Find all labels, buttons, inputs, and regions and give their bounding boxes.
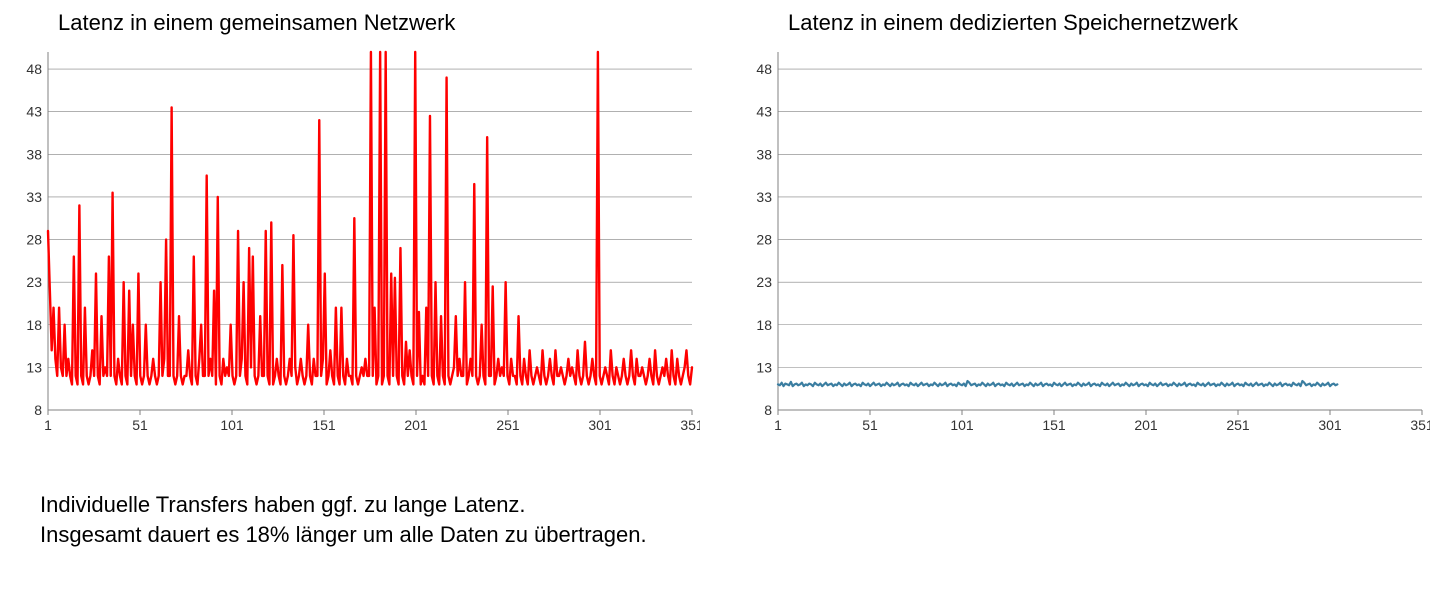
y-tick-label: 18 (26, 317, 42, 333)
chart-right-plot: 81318232833384348151101151201251301351 (730, 40, 1430, 450)
x-tick-label: 1 (44, 417, 52, 433)
x-tick-label: 351 (680, 417, 700, 433)
y-tick-label: 33 (26, 189, 42, 205)
x-tick-label: 251 (1226, 417, 1250, 433)
y-tick-label: 28 (756, 232, 772, 248)
x-tick-label: 201 (404, 417, 428, 433)
caption-line-1: Individuelle Transfers haben ggf. zu lan… (40, 490, 1430, 520)
data-series-line (778, 381, 1337, 386)
y-tick-label: 13 (26, 359, 42, 375)
chart-left-title: Latenz in einem gemeinsamen Netzwerk (0, 10, 700, 36)
y-tick-label: 48 (26, 61, 42, 77)
y-tick-label: 38 (26, 146, 42, 162)
chart-right-title: Latenz in einem dedizierten Speichernetz… (730, 10, 1430, 36)
x-tick-label: 301 (1318, 417, 1342, 433)
y-tick-label: 43 (756, 104, 772, 120)
x-tick-label: 201 (1134, 417, 1158, 433)
x-tick-label: 301 (588, 417, 612, 433)
caption-block: Individuelle Transfers haben ggf. zu lan… (0, 450, 1430, 549)
x-tick-label: 351 (1410, 417, 1430, 433)
y-tick-label: 23 (26, 274, 42, 290)
x-tick-label: 151 (1042, 417, 1066, 433)
chart-dedicated-network: Latenz in einem dedizierten Speichernetz… (730, 10, 1430, 450)
x-tick-label: 51 (862, 417, 878, 433)
y-tick-label: 48 (756, 61, 772, 77)
y-tick-label: 13 (756, 359, 772, 375)
x-tick-label: 1 (774, 417, 782, 433)
y-tick-label: 8 (34, 402, 42, 418)
x-tick-label: 101 (950, 417, 974, 433)
y-tick-label: 28 (26, 232, 42, 248)
x-tick-label: 251 (496, 417, 520, 433)
y-tick-label: 43 (26, 104, 42, 120)
y-tick-label: 38 (756, 146, 772, 162)
y-tick-label: 8 (764, 402, 772, 418)
page-root: Latenz in einem gemeinsamen Netzwerk 813… (0, 0, 1430, 591)
y-tick-label: 23 (756, 274, 772, 290)
x-tick-label: 151 (312, 417, 336, 433)
caption-line-2: Insgesamt dauert es 18% länger um alle D… (40, 520, 1430, 550)
data-series-line (48, 52, 692, 384)
charts-row: Latenz in einem gemeinsamen Netzwerk 813… (0, 0, 1430, 450)
chart-left-plot: 81318232833384348151101151201251301351 (0, 40, 700, 450)
chart-shared-network: Latenz in einem gemeinsamen Netzwerk 813… (0, 10, 700, 450)
x-tick-label: 101 (220, 417, 244, 433)
y-tick-label: 18 (756, 317, 772, 333)
y-tick-label: 33 (756, 189, 772, 205)
x-tick-label: 51 (132, 417, 148, 433)
